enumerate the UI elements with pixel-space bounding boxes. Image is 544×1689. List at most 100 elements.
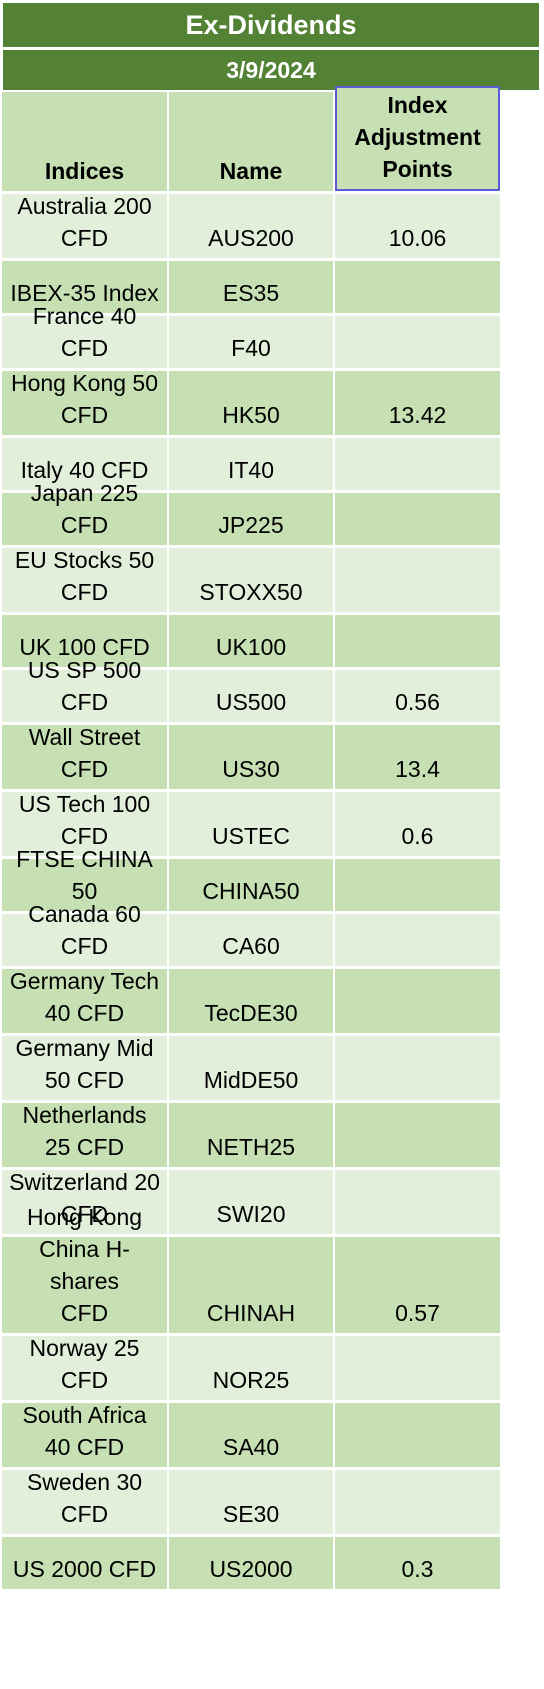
cell-index[interactable]: IBEX-35 Index — [2, 261, 167, 313]
cell-points[interactable] — [335, 1170, 500, 1234]
cell-index[interactable]: FTSE CHINA 50 — [2, 846, 167, 911]
cell-index[interactable]: US 2000 CFD — [2, 1537, 167, 1589]
cell-index[interactable]: Netherlands 25 CFD — [2, 1102, 167, 1167]
header-indices[interactable]: Indices — [2, 92, 167, 191]
symbol-text: CA60 — [222, 933, 280, 959]
cell-index[interactable]: France 40 CFD — [2, 303, 167, 368]
index-name-line: Hong Kong 50 — [10, 370, 159, 396]
cell-index[interactable]: Italy 40 CFD — [2, 438, 167, 490]
cell-points[interactable] — [335, 1336, 500, 1400]
sheet-date: 3/9/2024 — [3, 50, 539, 90]
cell-index[interactable]: South Africa 40 CFD — [2, 1402, 167, 1467]
cell-points[interactable] — [335, 1470, 500, 1534]
points-value: 13.4 — [395, 756, 440, 782]
cell-symbol[interactable]: HK50 — [169, 371, 333, 435]
sheet-title: Ex-Dividends — [3, 3, 539, 47]
index-name-line: CFD — [60, 402, 109, 428]
cell-symbol[interactable]: ES35 — [169, 261, 333, 313]
cell-points[interactable] — [335, 969, 500, 1033]
cell-points[interactable] — [335, 615, 500, 667]
cell-index[interactable]: Hong Kong China H-shares CFD — [2, 1204, 167, 1333]
cell-points[interactable]: 13.42 — [335, 371, 500, 435]
cell-points[interactable]: 0.57 — [335, 1237, 500, 1333]
cell-symbol[interactable]: SA40 — [169, 1403, 333, 1467]
symbol-text: NOR25 — [212, 1367, 290, 1393]
cell-index[interactable]: US Tech 100 CFD — [2, 791, 167, 856]
cell-index[interactable]: Wall Street CFD — [2, 724, 167, 789]
symbol-text: F40 — [231, 335, 271, 361]
symbol-text: SA40 — [222, 1434, 280, 1460]
index-name-line: Sweden 30 — [26, 1469, 143, 1495]
cell-symbol[interactable]: US2000 — [169, 1537, 333, 1589]
cell-symbol[interactable]: US500 — [169, 670, 333, 722]
cell-index[interactable]: Japan 225 CFD — [2, 480, 167, 545]
cell-symbol[interactable]: SE30 — [169, 1470, 333, 1534]
cell-symbol[interactable]: MidDE50 — [169, 1036, 333, 1100]
cell-points[interactable]: 13.4 — [335, 725, 500, 789]
index-name-line: Hong Kong — [26, 1204, 143, 1230]
cell-symbol[interactable]: AUS200 — [169, 194, 333, 258]
index-name-line: US Tech 100 — [18, 791, 151, 817]
cell-symbol[interactable]: CHINA50 — [169, 859, 333, 911]
cell-index[interactable]: US SP 500 CFD — [2, 657, 167, 722]
cell-index[interactable]: Australia 200 CFD — [2, 193, 167, 258]
symbol-text: NETH25 — [206, 1134, 296, 1160]
index-name-line: CFD — [60, 1300, 109, 1326]
cell-points[interactable]: 0.6 — [335, 792, 500, 856]
symbol-text: STOXX50 — [199, 579, 303, 605]
header-name-label: Name — [219, 158, 283, 184]
index-name-line: EU Stocks 50 — [14, 547, 155, 573]
index-name-line: 40 CFD — [44, 1000, 125, 1026]
index-name-line: 40 CFD — [44, 1434, 125, 1460]
points-value: 0.57 — [395, 1300, 440, 1326]
header-points-label: Adjustment — [354, 124, 481, 150]
cell-symbol[interactable]: CHINAH — [169, 1237, 333, 1333]
symbol-text: SE30 — [222, 1501, 280, 1527]
index-name-line: CFD — [60, 579, 109, 605]
index-name-line: FTSE CHINA 50 — [16, 846, 153, 904]
cell-points[interactable] — [335, 548, 500, 612]
cell-symbol[interactable]: USTEC — [169, 792, 333, 856]
cell-symbol[interactable]: SWI20 — [169, 1170, 333, 1234]
cell-symbol[interactable]: US30 — [169, 725, 333, 789]
cell-points[interactable] — [335, 1403, 500, 1467]
index-name-line: China H-shares — [39, 1236, 130, 1294]
index-name-line: Australia 200 — [17, 193, 152, 219]
cell-symbol[interactable]: UK100 — [169, 615, 333, 667]
cell-symbol[interactable]: F40 — [169, 316, 333, 368]
cell-symbol[interactable]: NETH25 — [169, 1103, 333, 1167]
cell-symbol[interactable]: IT40 — [169, 438, 333, 490]
cell-index[interactable]: Germany Tech 40 CFD — [2, 968, 167, 1033]
cell-points[interactable] — [335, 859, 500, 911]
symbol-text: US30 — [222, 756, 280, 782]
symbol-text: UK100 — [215, 634, 287, 660]
header-points[interactable]: Index Adjustment Points — [335, 86, 500, 191]
cell-symbol[interactable]: STOXX50 — [169, 548, 333, 612]
cell-points[interactable]: 10.06 — [335, 194, 500, 258]
cell-points[interactable]: 0.56 — [335, 670, 500, 722]
cell-index[interactable]: Sweden 30 CFD — [2, 1469, 167, 1534]
cell-symbol[interactable]: NOR25 — [169, 1336, 333, 1400]
cell-points[interactable] — [335, 1036, 500, 1100]
cell-index[interactable]: EU Stocks 50 CFD — [2, 547, 167, 612]
index-name-line: CFD — [60, 225, 109, 251]
cell-index[interactable]: Canada 60 CFD — [2, 901, 167, 966]
cell-symbol[interactable]: TecDE30 — [169, 969, 333, 1033]
cell-points[interactable] — [335, 1103, 500, 1167]
cell-points[interactable] — [335, 316, 500, 368]
symbol-text: JP225 — [218, 512, 284, 538]
cell-points[interactable] — [335, 493, 500, 545]
cell-symbol[interactable]: CA60 — [169, 914, 333, 966]
cell-index[interactable]: Hong Kong 50 CFD — [2, 370, 167, 435]
cell-index[interactable]: Norway 25 CFD — [2, 1335, 167, 1400]
cell-symbol[interactable]: JP225 — [169, 493, 333, 545]
cell-points[interactable] — [335, 438, 500, 490]
cell-points[interactable] — [335, 261, 500, 313]
cell-index[interactable]: UK 100 CFD — [2, 615, 167, 667]
cell-index[interactable]: Switzerland 20 CFD — [2, 1169, 167, 1234]
cell-points[interactable]: 0.3 — [335, 1537, 500, 1589]
header-name[interactable]: Name — [169, 92, 333, 191]
cell-index[interactable]: Germany Mid 50 CFD — [2, 1035, 167, 1100]
index-name-line: Germany Tech — [9, 968, 160, 994]
cell-points[interactable] — [335, 914, 500, 966]
